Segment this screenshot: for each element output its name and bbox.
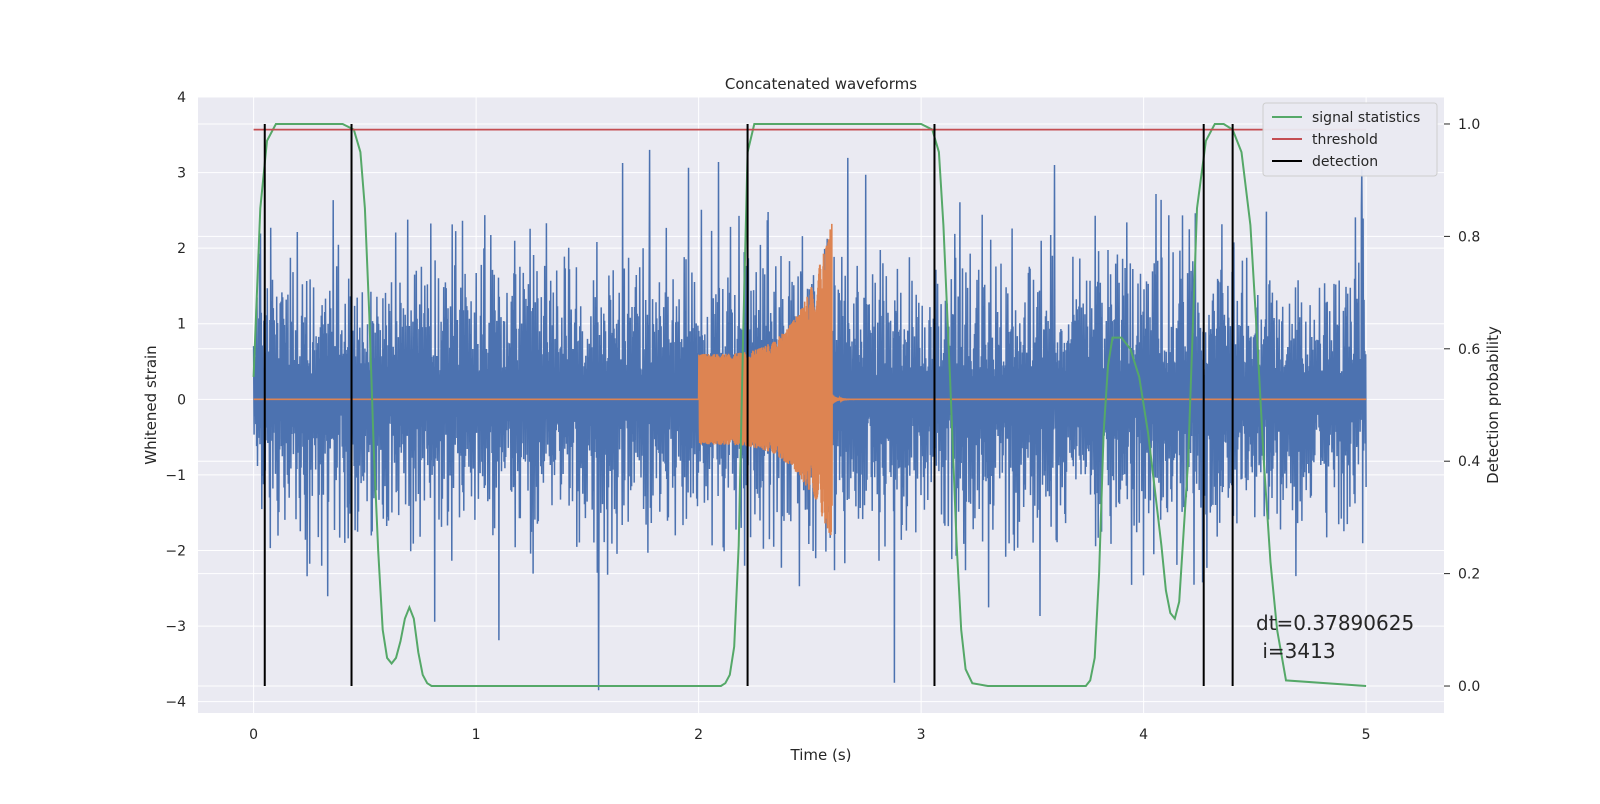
y2-tick-label: 0.6 — [1458, 342, 1480, 358]
signal-statistics-line — [252, 123, 1367, 687]
y-tick-label: −1 — [165, 468, 186, 484]
x-tick-label: 3 — [917, 727, 926, 743]
injected-waveform-line — [253, 223, 1367, 536]
y-tick-label: 1 — [177, 317, 186, 333]
y-tick-label: 0 — [177, 392, 186, 408]
chart-title: Concatenated waveforms — [725, 75, 917, 93]
legend-label-signal-statistics: signal statistics — [1312, 110, 1420, 126]
annotation-dt: dt=0.37890625 — [1256, 611, 1414, 635]
y-tick-label: −2 — [165, 543, 186, 559]
tick-labels: 0 1 2 3 4 5 −4 −3 −2 −1 0 1 2 3 4 0.0 0.2 0.4 0.6 0.8 1.0 — [165, 90, 1480, 743]
x-tick-label: 4 — [1139, 727, 1148, 743]
y2-tick-label: 0.4 — [1458, 454, 1480, 470]
detection-series — [252, 123, 1367, 687]
y2-tick-label: 1.0 — [1458, 117, 1480, 133]
y-tick-label: −3 — [165, 619, 186, 635]
x-tick-label: 1 — [472, 727, 481, 743]
x-tick-label: 5 — [1362, 727, 1371, 743]
x-tick-label: 2 — [694, 727, 703, 743]
y2-tick-label: 0.0 — [1458, 679, 1480, 695]
legend-box — [1262, 102, 1438, 177]
x-axis-label: Time (s) — [790, 746, 852, 764]
y-tick-label: −4 — [165, 695, 186, 711]
y2-axis-label: Detection probability — [1484, 326, 1502, 484]
y-tick-label: 2 — [177, 241, 186, 257]
y2-tick-label: 0.8 — [1458, 229, 1480, 245]
y-tick-label: 3 — [177, 166, 186, 182]
y-axis-label: Whitened strain — [142, 345, 160, 464]
legend-label-threshold: threshold — [1312, 132, 1378, 148]
y-tick-label: 4 — [177, 90, 186, 106]
legend-label-detection: detection — [1312, 154, 1378, 170]
annotation-i: i=3413 — [1256, 639, 1336, 663]
y2-tick-label: 0.2 — [1458, 567, 1480, 583]
x-tick-label: 0 — [249, 727, 258, 743]
injected-waveform-series — [253, 223, 1367, 536]
legend: signal statistics threshold detection — [1262, 102, 1438, 177]
